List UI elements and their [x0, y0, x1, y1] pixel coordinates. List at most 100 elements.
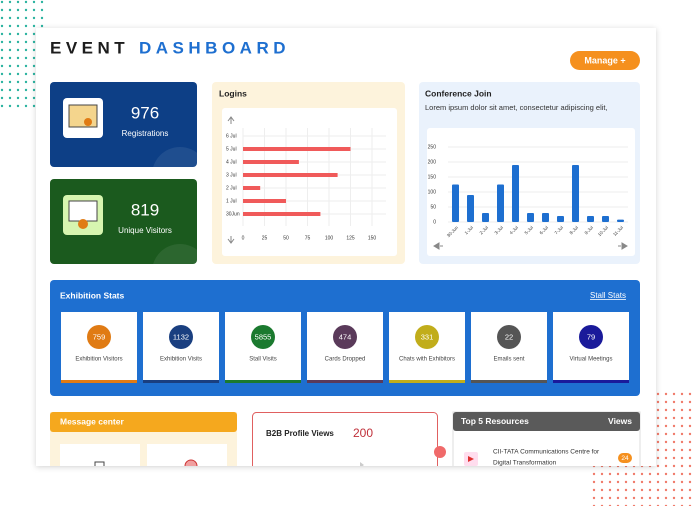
resource-title: Digital Transformation [493, 460, 557, 467]
x-tick-label: 7-Jul [554, 225, 564, 235]
card-title: Top 5 Resources [461, 416, 529, 426]
card-title: B2B Profile Views [266, 429, 334, 438]
tile-stripe [143, 380, 219, 383]
tile-circle [415, 325, 439, 349]
bar [243, 186, 261, 190]
y-tick-label: 250 [428, 144, 437, 150]
scroll-down[interactable] [227, 236, 235, 244]
tile-circle [87, 325, 111, 349]
bar [542, 213, 549, 222]
bar [527, 213, 534, 222]
message-header [50, 412, 237, 432]
bar [602, 216, 609, 222]
tile-circle [497, 325, 521, 349]
icon-art [68, 104, 98, 128]
x-tick-label: 6-Jul [539, 225, 549, 235]
column-title: Views [608, 416, 632, 426]
x-tick-label: 125 [346, 235, 355, 241]
y-tick-label: 3 Jul [226, 172, 237, 178]
bar [243, 147, 351, 151]
y-tick-label: 100 [428, 189, 437, 195]
bar [512, 165, 519, 222]
tile-value: 331 [421, 332, 434, 341]
bar [587, 216, 594, 222]
views-badge [618, 453, 632, 463]
bar [243, 212, 321, 216]
stat-label: Unique Visitors [118, 226, 172, 235]
icon-art [68, 200, 98, 222]
y-tick-label: 6 Jul [226, 133, 237, 139]
resource-title: CII-TATA Communications Centre for [493, 449, 600, 456]
tile-label: Emails sent [493, 357, 524, 363]
x-tick-label: 11-Jul [612, 225, 624, 237]
tile-stripe [225, 380, 301, 383]
manage-label[interactable]: Manage + [584, 55, 625, 65]
chart-subtitle: Lorem ipsum dolor sit amet, consectetur … [425, 103, 608, 112]
tile-stripe [471, 380, 547, 383]
tile-stripe [307, 380, 383, 383]
scroll-left[interactable] [433, 242, 443, 250]
bar [243, 173, 338, 177]
x-tick-label: 2-Jul [479, 225, 489, 235]
manage-button[interactable] [570, 51, 640, 70]
resources-header [453, 412, 640, 431]
tile-circle [579, 325, 603, 349]
x-tick-label: 25 [262, 235, 268, 241]
stat-label: Registrations [122, 129, 169, 138]
bar [617, 219, 624, 222]
x-tick-label: 9-Jul [584, 225, 594, 235]
tile-circle [333, 325, 357, 349]
message-tile [60, 444, 140, 466]
x-tick-label: 1-Jul [464, 225, 474, 235]
scroll-up[interactable] [227, 116, 235, 124]
y-tick-label: 200 [428, 159, 437, 165]
y-tick-label: 30Jun [226, 211, 240, 217]
tile-value: 79 [587, 332, 595, 341]
title: DASHBOARD [139, 38, 290, 57]
x-tick-label: 150 [368, 235, 377, 241]
chart-title: Conference Join [425, 88, 492, 98]
message-tile [147, 444, 227, 466]
tile-label: Virtual Meetings [570, 357, 613, 363]
stat-value: 976 [131, 103, 159, 122]
bar [452, 184, 459, 222]
x-tick-label: 8-Jul [569, 225, 579, 235]
y-tick-label: 2 Jul [226, 185, 237, 191]
tile-value: 474 [339, 332, 352, 341]
icon-art [78, 219, 88, 229]
y-tick-label: 50 [430, 204, 436, 210]
x-tick-label: 50 [283, 235, 289, 241]
chart-title: Logins [219, 88, 247, 98]
x-tick-label: 75 [305, 235, 311, 241]
scroll-right[interactable] [618, 242, 628, 250]
y-tick-label: 0 [433, 219, 436, 225]
card-value: 200 [353, 426, 373, 440]
bar [557, 216, 564, 222]
bar [243, 199, 286, 203]
tile-value: 759 [93, 332, 106, 341]
tile-stripe [61, 380, 137, 383]
x-tick-label: 0 [242, 235, 245, 241]
stat-value: 819 [131, 200, 159, 219]
tile-label: Exhibition Visitors [75, 357, 122, 363]
section-title: Message center [60, 416, 124, 426]
tile-stripe [389, 380, 465, 383]
tile-circle [251, 325, 275, 349]
decoration [434, 446, 446, 458]
tile-value: 5855 [255, 332, 272, 341]
y-tick-label: 1 Jul [226, 198, 237, 204]
bar [467, 195, 474, 222]
y-tick-label: 4 Jul [226, 159, 237, 165]
x-tick-label: 100 [325, 235, 334, 241]
section-title: Exhibition Stats [60, 290, 125, 300]
y-tick-label: 150 [428, 174, 437, 180]
bar [243, 160, 299, 164]
content: EVENT DASHBOARD Manage + 976 Registrations 81… [50, 38, 641, 467]
x-tick-label: 3-Jul [494, 225, 504, 235]
icon-art [84, 118, 92, 126]
stall-stats-link[interactable]: Stall Stats [590, 291, 626, 300]
tile-circle [169, 325, 193, 349]
tile-stripe [553, 380, 629, 383]
